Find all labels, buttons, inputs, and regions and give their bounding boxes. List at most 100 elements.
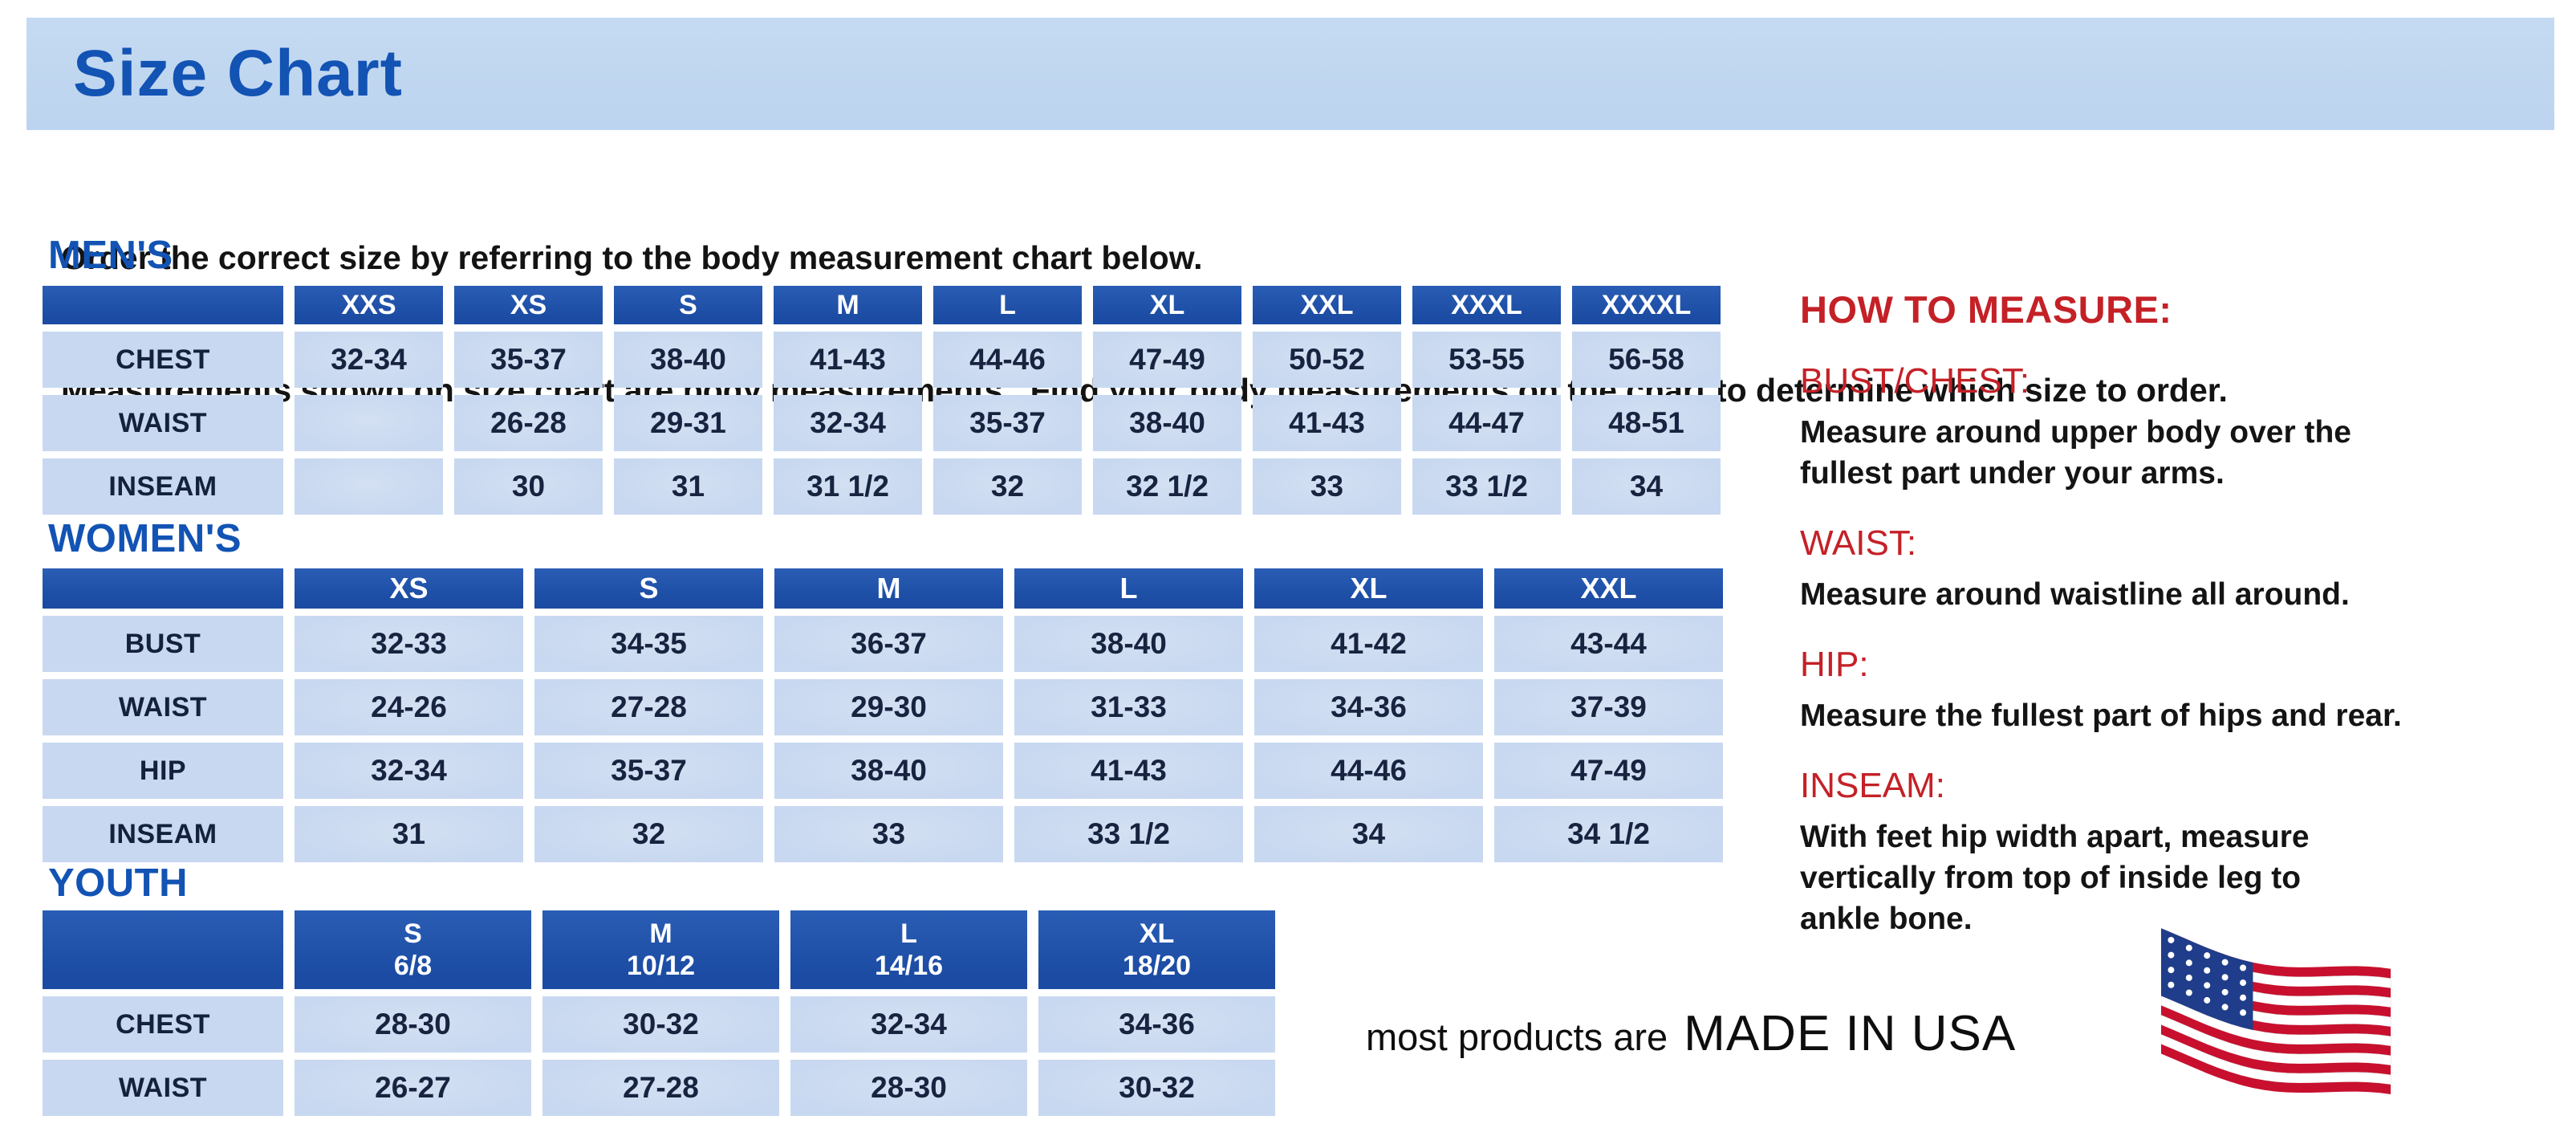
youth-value-cell: 26-27 — [295, 1060, 531, 1116]
womens-row-label-cell: INSEAM — [43, 806, 283, 862]
womens-value-cell: 41-42 — [1254, 616, 1483, 672]
youth-size-header-cell: XL 18/20 — [1038, 910, 1275, 989]
womens-value-cell: 43-44 — [1494, 616, 1723, 672]
womens-value-cell: 27-28 — [534, 679, 763, 735]
womens-value-cell: 31-33 — [1014, 679, 1243, 735]
mens-table-corner-cell — [43, 286, 283, 324]
mens-value-cell: 31 — [614, 458, 762, 515]
measure-instruction-text: With feet hip width apart, measure verti… — [1800, 820, 2310, 936]
womens-value-cell: 33 1/2 — [1014, 806, 1243, 862]
intro-line-1: Order the correct size by referring to t… — [61, 239, 1203, 276]
mens-value-cell: 35-37 — [454, 332, 603, 388]
womens-value-cell: 41-43 — [1014, 743, 1243, 799]
womens-value-cell: 38-40 — [774, 743, 1003, 799]
mens-value-cell: 30 — [454, 458, 603, 515]
mens-value-cell: 26-28 — [454, 395, 603, 451]
title-banner: Size Chart — [26, 18, 2554, 130]
womens-section-heading: WOMEN'S — [48, 517, 242, 560]
mens-value-cell: 38-40 — [614, 332, 762, 388]
mens-value-cell: 50-52 — [1253, 332, 1401, 388]
womens-size-header-cell: XL — [1254, 568, 1483, 609]
measure-term-label: BUST/CHEST: — [1800, 361, 2030, 401]
mens-size-header-cell: XS — [454, 286, 603, 324]
measure-instruction-text: Measure around upper body over the fulle… — [1800, 415, 2351, 491]
youth-size-header-cell: S 6/8 — [295, 910, 531, 989]
womens-row-label-cell: BUST — [43, 616, 283, 672]
mens-value-cell: 56-58 — [1572, 332, 1721, 388]
mens-value-cell: 41-43 — [1253, 395, 1401, 451]
how-to-measure-panel: HOW TO MEASURE: BUST/CHEST: Measure aroun… — [1800, 287, 2562, 939]
made-in-usa-prefix: most products are — [1366, 1016, 1668, 1058]
womens-value-cell: 24-26 — [295, 679, 523, 735]
womens-size-header-cell: XS — [295, 568, 523, 609]
measure-term-label: HIP: — [1800, 645, 1869, 684]
youth-value-cell: 28-30 — [790, 1060, 1027, 1116]
womens-row-label-cell: HIP — [43, 743, 283, 799]
made-in-usa-label: MADE IN USA — [1684, 1006, 2017, 1061]
mens-size-header-cell: S — [614, 286, 762, 324]
us-flag-icon — [2161, 922, 2392, 1100]
youth-section-heading: YOUTH — [48, 861, 188, 905]
mens-section-heading: MEN'S — [48, 234, 173, 277]
womens-size-header-cell: M — [774, 568, 1003, 609]
mens-size-table: XXS XS S M L XL XXL XXXL XXXXL CHEST 32-34 35-37 38-… — [43, 286, 1721, 515]
mens-value-cell: 32 1/2 — [1093, 458, 1241, 515]
womens-size-header-cell: S — [534, 568, 763, 609]
mens-value-cell: 29-31 — [614, 395, 762, 451]
womens-value-cell: 32-33 — [295, 616, 523, 672]
how-to-measure-heading: HOW TO MEASURE: — [1800, 288, 2172, 331]
womens-value-cell: 44-46 — [1254, 743, 1483, 799]
mens-value-cell: 53-55 — [1412, 332, 1561, 388]
mens-value-cell: 47-49 — [1093, 332, 1241, 388]
womens-value-cell: 34 1/2 — [1494, 806, 1723, 862]
mens-size-header-cell: XXS — [295, 286, 443, 324]
mens-value-cell: 41-43 — [774, 332, 922, 388]
womens-value-cell: 32-34 — [295, 743, 523, 799]
mens-value-cell: 38-40 — [1093, 395, 1241, 451]
mens-value-cell — [295, 458, 443, 515]
page-title: Size Chart — [73, 37, 403, 110]
womens-value-cell: 34-36 — [1254, 679, 1483, 735]
youth-value-cell: 34-36 — [1038, 996, 1275, 1053]
youth-row-label-cell: CHEST — [43, 996, 283, 1053]
womens-value-cell: 47-49 — [1494, 743, 1723, 799]
womens-value-cell: 29-30 — [774, 679, 1003, 735]
mens-value-cell: 33 — [1253, 458, 1401, 515]
youth-size-header-cell: M 10/12 — [542, 910, 779, 989]
womens-row-label-cell: WAIST — [43, 679, 283, 735]
measure-term-label: WAIST: — [1800, 523, 1917, 563]
womens-value-cell: 32 — [534, 806, 763, 862]
womens-value-cell: 34 — [1254, 806, 1483, 862]
mens-value-cell: 31 1/2 — [774, 458, 922, 515]
womens-value-cell: 36-37 — [774, 616, 1003, 672]
mens-value-cell: 34 — [1572, 458, 1721, 515]
womens-size-header-cell: L — [1014, 568, 1243, 609]
womens-size-header-cell: XXL — [1494, 568, 1723, 609]
mens-row-label-cell: INSEAM — [43, 458, 283, 515]
youth-table-corner-cell — [43, 910, 283, 989]
mens-size-header-cell: XL — [1093, 286, 1241, 324]
mens-row-label-cell: WAIST — [43, 395, 283, 451]
youth-size-header-cell: L 14/16 — [790, 910, 1027, 989]
youth-size-table: S 6/8 M 10/12 L 14/16 XL 18/20 CHEST 28-30 30-… — [43, 910, 1275, 1116]
mens-row-label-cell: CHEST — [43, 332, 283, 388]
youth-value-cell: 32-34 — [790, 996, 1027, 1053]
measure-instruction-text: Measure the fullest part of hips and rea… — [1800, 698, 2402, 733]
how-to-measure-sections: BUST/CHEST: Measure around upper body ove… — [1800, 361, 2562, 939]
measure-instruction-text: Measure around waistline all around. — [1800, 577, 2350, 612]
womens-table-corner-cell — [43, 568, 283, 609]
mens-size-header-cell: L — [933, 286, 1082, 324]
youth-value-cell: 28-30 — [295, 996, 531, 1053]
youth-row-label-cell: WAIST — [43, 1060, 283, 1116]
womens-value-cell: 37-39 — [1494, 679, 1723, 735]
mens-value-cell: 44-46 — [933, 332, 1082, 388]
womens-value-cell: 33 — [774, 806, 1003, 862]
mens-value-cell: 32-34 — [295, 332, 443, 388]
womens-size-table: XS S M L XL XXL BUST 32-33 34-35 36-37 38-40 41-42 4… — [43, 568, 1723, 862]
mens-size-header-cell: M — [774, 286, 922, 324]
mens-size-header-cell: XXXXL — [1572, 286, 1721, 324]
youth-value-cell: 30-32 — [1038, 1060, 1275, 1116]
womens-value-cell: 35-37 — [534, 743, 763, 799]
mens-value-cell: 33 1/2 — [1412, 458, 1561, 515]
mens-value-cell: 35-37 — [933, 395, 1082, 451]
